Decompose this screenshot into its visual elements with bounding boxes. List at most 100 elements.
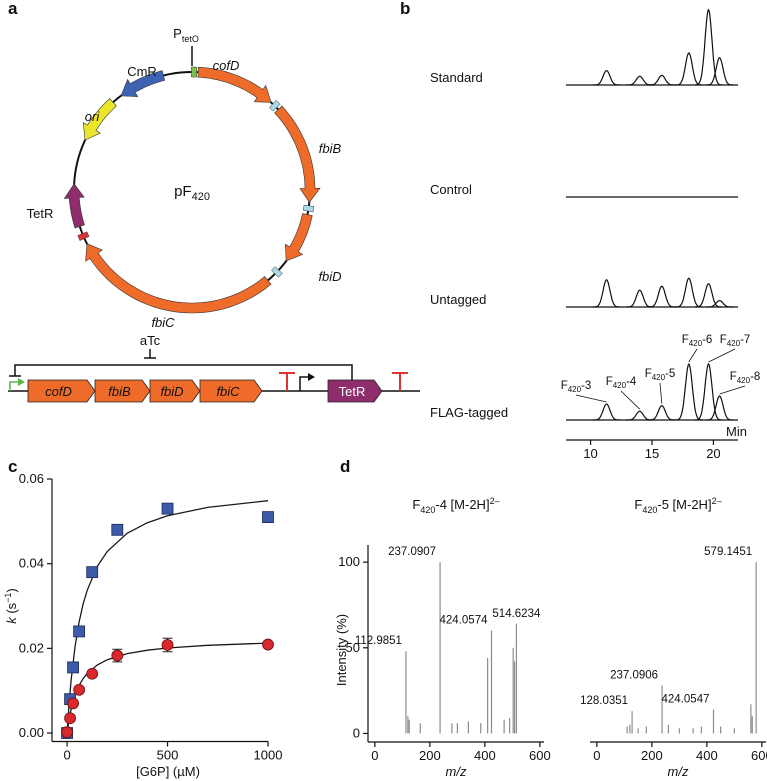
- peak-label: F420-8: [730, 371, 761, 385]
- peak: [675, 277, 703, 308]
- x-tick-label: 0: [593, 748, 600, 763]
- operon-gene: [27, 379, 96, 403]
- peak-label-part: F: [606, 376, 613, 388]
- chart-title-part: 2–: [712, 496, 722, 506]
- repression-line: [9, 364, 353, 380]
- x-axis-label: Min: [726, 424, 747, 439]
- x-tick-label: 400: [696, 748, 718, 763]
- promoter-head: [308, 373, 315, 381]
- y-tick-label: 0: [353, 725, 360, 740]
- peak-label-part: F: [645, 368, 652, 380]
- peak-leader: [688, 348, 698, 363]
- gene-label: fbiD: [318, 269, 341, 284]
- x-tick-label: 600: [529, 748, 551, 763]
- x-axis-label: m/z: [668, 764, 689, 779]
- fit-curve: [66, 500, 269, 734]
- peak-leader: [708, 348, 736, 363]
- x-tick-label: 0: [63, 748, 70, 763]
- data-point: [262, 511, 274, 524]
- data-point: [64, 712, 76, 725]
- peak: [593, 403, 621, 421]
- y-tick-label: 0.00: [19, 725, 44, 740]
- data-point: [262, 638, 274, 651]
- trace-label: Standard: [430, 70, 483, 85]
- peak: [648, 285, 676, 308]
- peak-label-part: 420: [727, 339, 741, 348]
- y-tick-label: 0.06: [19, 471, 44, 486]
- operon-gene-label: fbiD: [160, 384, 183, 399]
- peak: [695, 283, 722, 308]
- peak-label: 424.0574: [440, 615, 489, 627]
- promoter-label-part: P: [173, 26, 182, 41]
- site-marker: [271, 266, 283, 278]
- data-point: [161, 639, 174, 651]
- chart-title-part: F: [412, 497, 420, 512]
- peak: [593, 69, 621, 86]
- gene-label: CmR: [127, 64, 157, 79]
- gene-label: fbiB: [319, 141, 342, 156]
- peak-label-part: F: [720, 334, 727, 346]
- peak: [694, 8, 723, 86]
- y-tick-label: 0.04: [19, 556, 44, 571]
- data-point: [73, 625, 86, 638]
- operon-gene: [199, 379, 263, 403]
- x-tick-label: 0: [371, 748, 378, 763]
- gene-label: fbiC: [151, 315, 175, 330]
- x-tick-label: 200: [419, 748, 441, 763]
- gene-label: cofD: [213, 58, 240, 73]
- gene-arrow: [284, 213, 313, 262]
- peak-label: 424.0547: [662, 693, 710, 705]
- x-tick-label: 15: [645, 446, 659, 461]
- chart-title-part: -4 [M-2H]: [435, 497, 489, 512]
- data-point: [61, 726, 73, 739]
- peak-label: 514.6234: [492, 608, 541, 620]
- chart-title-part: F: [634, 497, 642, 512]
- panel-label: d: [340, 457, 350, 476]
- x-tick-label: 1000: [254, 748, 283, 763]
- plasmid-name-part: pF: [174, 183, 192, 200]
- peak-leader: [719, 385, 746, 395]
- chart-title: F420-4 [M-2H]2–: [412, 496, 499, 515]
- x-tick-label: 10: [583, 446, 597, 461]
- peak-label-part: 420: [613, 381, 627, 390]
- chart-title: F420-5 [M-2H]2–: [634, 496, 721, 515]
- peak-label-part: -8: [750, 371, 760, 383]
- peak-label: 112.9851: [355, 635, 402, 647]
- peak-label-part: 420: [652, 373, 666, 382]
- data-point: [86, 667, 99, 680]
- data-point: [111, 649, 124, 662]
- site-marker: [302, 204, 315, 213]
- peak-label-part: F: [561, 380, 568, 392]
- data-point: [111, 523, 124, 536]
- gene-label: TetR: [27, 206, 54, 221]
- site-marker: [77, 231, 90, 241]
- peak-label-part: -6: [702, 334, 712, 346]
- x-tick-label: 600: [751, 748, 767, 763]
- peak-label: F420-5: [645, 368, 676, 382]
- promoter-label-part: tetO: [182, 34, 199, 44]
- peak-label: 237.0906: [610, 669, 658, 681]
- y-axis-label-part: −1: [3, 593, 13, 603]
- y-tick-label: 50: [346, 640, 360, 655]
- chart-title-part: 420: [420, 505, 435, 515]
- gene-arrow: [197, 66, 272, 103]
- y-axis-label-part: ): [4, 588, 19, 592]
- site-marker: [269, 99, 281, 112]
- peak: [648, 74, 676, 86]
- trace-label: Control: [430, 182, 472, 197]
- peak-label-part: 420: [689, 339, 703, 348]
- operon-gene-label: fbiC: [216, 384, 240, 399]
- x-axis-label: m/z: [446, 764, 467, 779]
- chart-title-part: 2–: [490, 496, 500, 506]
- gene-arrow: [274, 105, 321, 203]
- peak-label-part: -7: [740, 334, 750, 346]
- gene-arrow: [120, 70, 166, 98]
- promoter-arrow: [9, 381, 20, 391]
- peak-label: F420-7: [720, 334, 751, 348]
- panel-label: b: [400, 0, 410, 18]
- promoter-head: [18, 378, 25, 386]
- data-point: [67, 661, 79, 674]
- peak: [706, 299, 734, 308]
- inducer-inhibition: [144, 349, 156, 359]
- peak-label: 128.0351: [580, 695, 628, 707]
